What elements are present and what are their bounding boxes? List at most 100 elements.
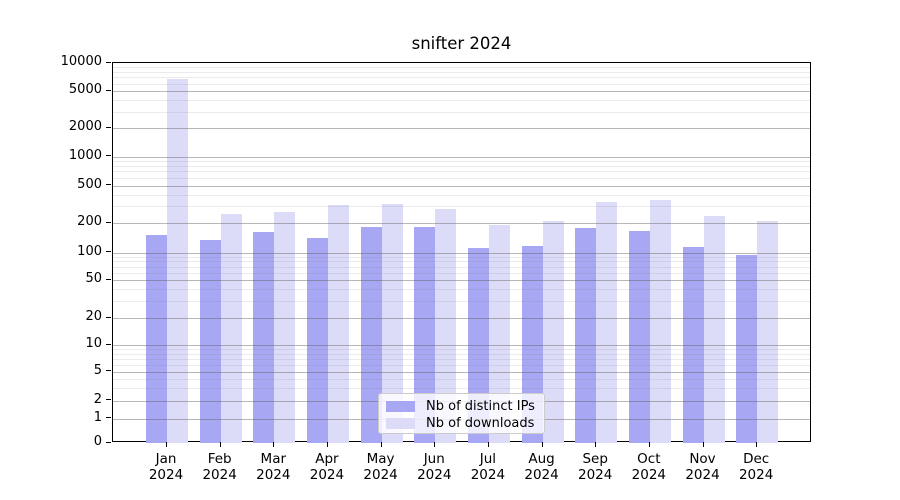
bar-distinct-ips-may: [360, 227, 382, 443]
minor-gridline: [113, 77, 810, 79]
bar-downloads-apr: [327, 205, 349, 443]
bar-distinct-ips-jan: [146, 235, 167, 443]
minor-gridline: [113, 194, 810, 196]
x-tick-mark: [648, 442, 650, 447]
major-gridline: [113, 156, 810, 158]
minor-gridline: [113, 358, 810, 360]
y-tick-mark: [106, 316, 111, 318]
x-tick-label-sep: Sep 2024: [578, 451, 613, 483]
minor-gridline: [113, 353, 810, 355]
y-tick-label: 5000: [68, 82, 102, 97]
bar-distinct-ips-oct: [628, 230, 650, 443]
minor-gridline: [113, 206, 810, 208]
x-tick-label-aug: Aug 2024: [524, 451, 559, 483]
bar-downloads-aug: [542, 221, 564, 443]
y-tick-label: 0: [93, 434, 102, 449]
y-tick-label: 100: [77, 243, 102, 259]
bar-downloads-dec: [757, 220, 779, 443]
legend: Nb of distinct IPs Nb of downloads: [378, 393, 545, 434]
x-tick-mark: [756, 442, 758, 447]
chart-title: snifter 2024: [411, 34, 512, 53]
y-tick-label: 50: [85, 271, 102, 286]
y-tick-label: 20: [85, 309, 102, 324]
bar-distinct-ips-apr: [306, 238, 328, 443]
y-tick-label: 200: [77, 214, 102, 229]
x-tick-mark: [595, 442, 597, 447]
minor-gridline: [113, 301, 810, 303]
x-tick-label-jan: Jan 2024: [148, 451, 184, 483]
legend-label-downloads: Nb of downloads: [426, 415, 535, 431]
y-tick-mark: [106, 251, 111, 252]
bar-distinct-ips-nov: [682, 247, 704, 443]
y-tick-label: 2000: [68, 119, 102, 134]
bar-distinct-ips-feb: [199, 240, 221, 443]
y-tick-mark: [106, 417, 111, 418]
bar-distinct-ips-jun: [414, 227, 436, 443]
legend-swatch-downloads: [386, 418, 415, 429]
bar-downloads-nov: [703, 215, 725, 443]
major-gridline: [113, 91, 810, 92]
y-tick-label: 2: [93, 391, 102, 407]
x-tick-mark: [219, 442, 221, 447]
x-tick-label-may: May 2024: [363, 451, 398, 483]
x-tick-mark: [326, 442, 328, 447]
x-tick-label-dec: Dec 2024: [738, 451, 774, 483]
bar-downloads-jul: [488, 225, 510, 443]
minor-gridline: [113, 256, 810, 258]
bar-downloads-jan: [167, 78, 188, 443]
minor-gridline: [113, 364, 810, 366]
bar-downloads-oct: [649, 200, 671, 443]
legend-label-distinct-ips: Nb of distinct IPs: [426, 398, 535, 414]
minor-gridline: [113, 72, 810, 73]
y-tick-mark: [106, 155, 111, 156]
x-tick-mark: [166, 442, 167, 447]
x-tick-label-nov: Nov 2024: [685, 451, 720, 483]
bar-downloads-feb: [220, 213, 242, 443]
minor-gridline: [113, 261, 810, 263]
minor-gridline: [113, 83, 810, 85]
bar-distinct-ips-dec: [736, 255, 758, 443]
y-tick-mark: [106, 370, 111, 371]
major-gridline: [113, 345, 810, 346]
y-tick-label: 10: [85, 336, 102, 351]
y-tick-label: 1: [93, 409, 102, 425]
bar-downloads-may: [381, 203, 403, 443]
minor-gridline: [113, 171, 810, 173]
minor-gridline: [113, 387, 810, 389]
major-gridline: [113, 318, 810, 319]
legend-swatch-distinct-ips: [386, 401, 415, 412]
minor-gridline: [113, 378, 810, 380]
x-tick-label-mar: Mar 2024: [256, 451, 291, 483]
y-tick-mark: [106, 278, 111, 280]
x-tick-label-apr: Apr 2024: [309, 451, 345, 483]
bar-downloads-sep: [596, 201, 618, 443]
bar-distinct-ips-mar: [253, 231, 275, 443]
y-tick-label: 1000: [68, 147, 102, 163]
minor-gridline: [113, 111, 810, 113]
legend-item-downloads: Nb of downloads: [386, 415, 537, 432]
y-tick-label: 10000: [60, 54, 102, 69]
x-tick-mark: [487, 442, 489, 447]
minor-gridline: [113, 266, 810, 268]
minor-gridline: [113, 289, 810, 291]
minor-gridline: [113, 272, 810, 274]
y-tick-mark: [106, 441, 111, 443]
bar-downloads-jun: [435, 208, 457, 443]
x-tick-label-jul: Jul 2024: [470, 451, 506, 483]
y-tick-mark: [106, 343, 111, 345]
major-gridline: [113, 128, 810, 129]
gridlines-layer: [113, 63, 810, 441]
y-tick-mark: [106, 184, 111, 185]
major-gridline: [113, 185, 810, 187]
y-tick-mark: [106, 126, 111, 128]
y-tick-label: 5: [93, 362, 102, 378]
plot-area: [112, 62, 811, 443]
x-tick-label-jun: Jun 2024: [417, 451, 452, 483]
y-tick-mark: [106, 61, 111, 63]
y-tick-mark: [106, 399, 111, 400]
y-tick-mark: [106, 89, 111, 91]
legend-item-distinct-ips: Nb of distinct IPs: [386, 398, 537, 415]
minor-gridline: [113, 177, 810, 179]
x-tick-mark: [702, 442, 704, 447]
